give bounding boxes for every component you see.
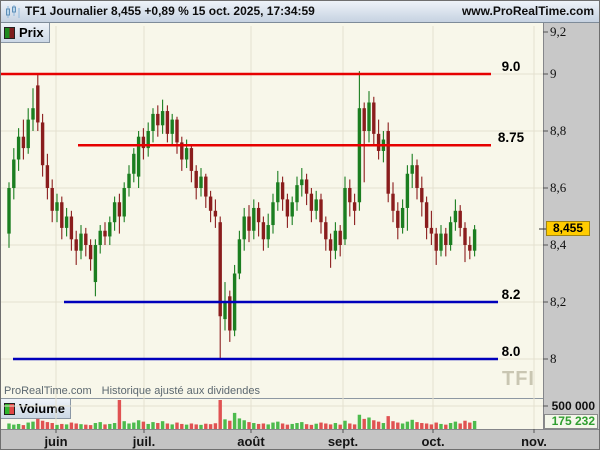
prorealtime-site-label: www.ProRealTime.com [461,4,594,18]
price-tick-8,8: 8,8 [550,123,567,138]
price-pane-label: Prix [19,25,44,40]
pane-divider[interactable] [1,398,543,399]
window-title: TF1 Journalier 8,455 +0,89 % 15 oct. 202… [25,4,315,18]
level-label-8.2: 8.2 [501,287,521,302]
candles [7,71,477,359]
volume-pane-label: Volume [19,401,65,416]
time-axis[interactable] [1,429,599,449]
volume-bars [7,400,477,429]
price-tick-8,2: 8,2 [550,294,567,309]
price-tick-8,6: 8,6 [550,180,567,195]
level-label-8.75: 8.75 [497,130,525,146]
volume-pane-legend[interactable]: Volume [1,399,71,419]
price-pane-legend[interactable]: Prix [1,23,50,43]
month-label-juin: juin [44,434,68,449]
volume-legend-icon [4,402,15,415]
axis-ticks [55,31,548,433]
symbol-watermark: TFI [502,368,535,390]
candlestick-chart-icon [5,4,21,25]
chart-footer-note: ProRealTime.com Historique ajusté aux div… [4,385,260,397]
volume-axis-max-label: 500 000 [551,399,595,413]
level-lines [1,72,498,361]
level-label-9.0: 9.0 [501,59,521,74]
price-tick-9,2: 9,2 [550,24,567,39]
title-bar: TF1 Journalier 8,455 +0,89 % 15 oct. 202… [1,1,599,23]
month-label-oct: oct. [421,434,445,449]
month-label-sept: sept. [327,434,359,449]
price-tick-8: 8 [550,351,557,366]
month-label-juil: juil. [132,434,156,449]
last-volume-box: 175 232 [544,414,598,429]
footer-dividend-note: Historique ajusté aux dividendes [101,385,260,397]
month-label-août: août [237,434,265,449]
level-label-8.0: 8.0 [501,344,521,359]
last-price-tag: 8,455 [546,221,590,236]
footer-brand: ProRealTime.com [4,385,92,397]
price-tick-8,4: 8,4 [550,237,567,252]
candle-legend-icon [4,26,15,39]
price-tick-9: 9 [550,66,557,81]
month-label-nov: nov. [521,434,547,449]
